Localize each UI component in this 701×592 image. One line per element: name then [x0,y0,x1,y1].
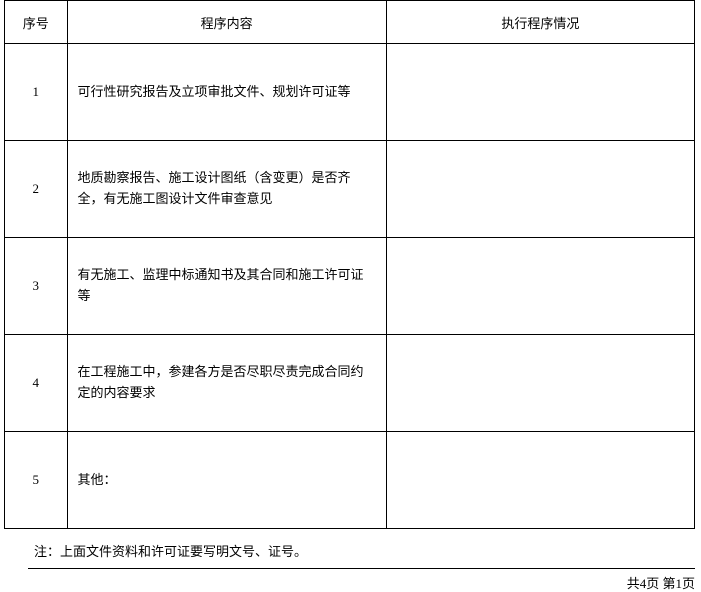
row-status [386,141,694,238]
row-content: 有无施工、监理中标通知书及其合同和施工许可证等 [67,238,386,335]
row-content: 其他： [67,432,386,529]
note-text: 注：上面文件资料和许可证要写明文号、证号。 [28,544,307,559]
row-num: 4 [5,335,68,432]
row-num: 2 [5,141,68,238]
table-row: 1 可行性研究报告及立项审批文件、规划许可证等 [5,44,695,141]
table-row: 3 有无施工、监理中标通知书及其合同和施工许可证等 [5,238,695,335]
header-row: 序号 程序内容 执行程序情况 [5,1,695,44]
row-status [386,335,694,432]
page-container: 序号 程序内容 执行程序情况 1 可行性研究报告及立项审批文件、规划许可证等 2… [0,0,701,592]
header-content: 程序内容 [67,1,386,44]
table-row: 4 在工程施工中，参建各方是否尽职尽责完成合同约定的内容要求 [5,335,695,432]
row-content: 可行性研究报告及立项审批文件、规划许可证等 [67,44,386,141]
row-content: 地质勘察报告、施工设计图纸（含变更）是否齐全，有无施工图设计文件审查意见 [67,141,386,238]
row-num: 5 [5,432,68,529]
row-status [386,432,694,529]
page-footer: 共4页 第1页 [4,573,697,592]
header-status: 执行程序情况 [386,1,694,44]
program-table: 序号 程序内容 执行程序情况 1 可行性研究报告及立项审批文件、规划许可证等 2… [4,0,695,529]
row-num: 3 [5,238,68,335]
table-row: 5 其他： [5,432,695,529]
row-content: 在工程施工中，参建各方是否尽职尽责完成合同约定的内容要求 [67,335,386,432]
table-row: 2 地质勘察报告、施工设计图纸（含变更）是否齐全，有无施工图设计文件审查意见 [5,141,695,238]
row-num: 1 [5,44,68,141]
header-num: 序号 [5,1,68,44]
note-section: 注：上面文件资料和许可证要写明文号、证号。 [28,535,695,569]
row-status [386,44,694,141]
row-status [386,238,694,335]
